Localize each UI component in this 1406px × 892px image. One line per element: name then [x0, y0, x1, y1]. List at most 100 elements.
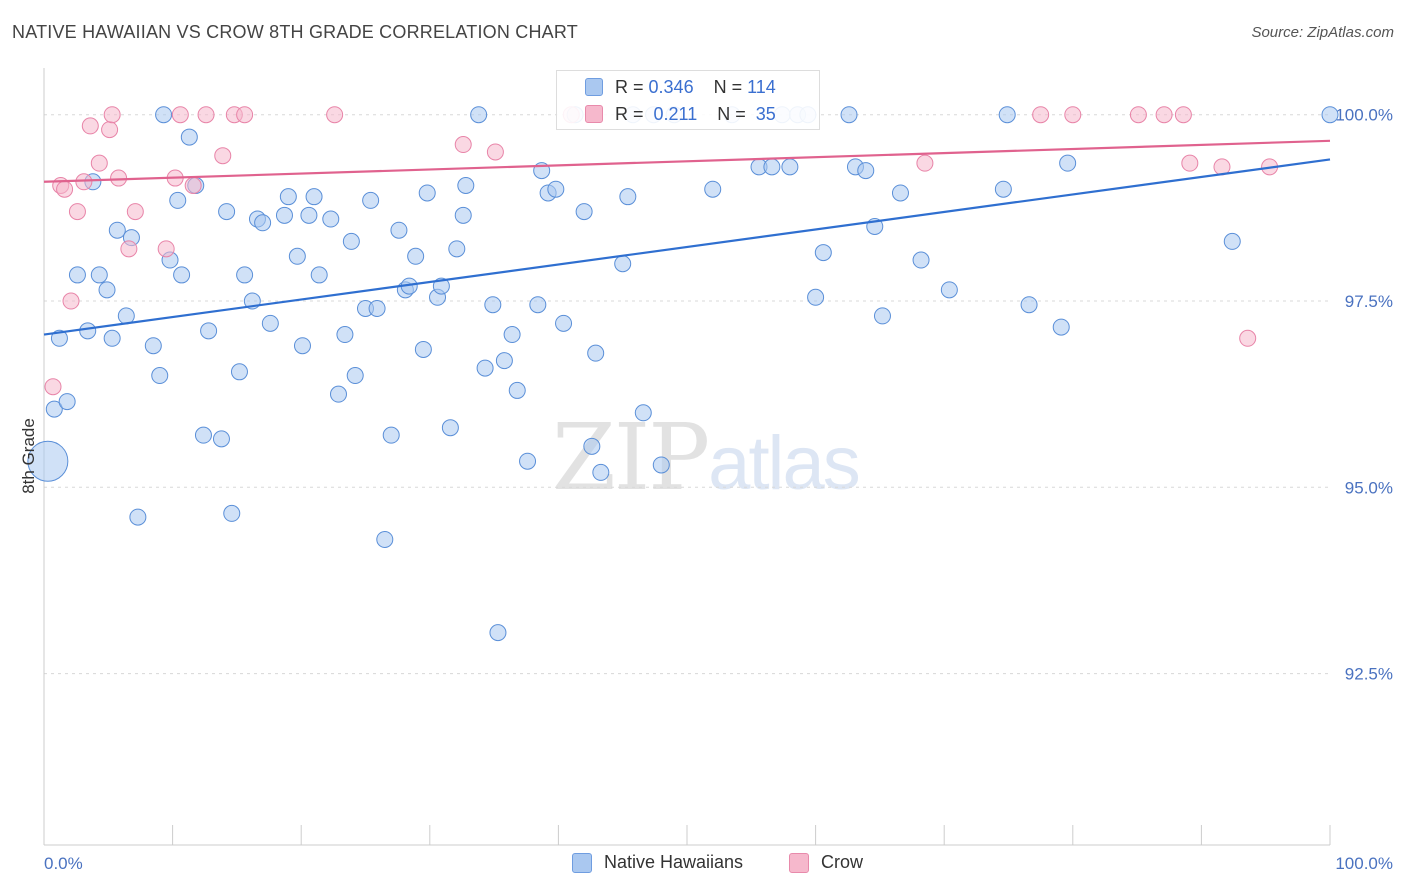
axes	[43, 68, 1331, 846]
native-hawaiians-point	[1020, 296, 1038, 314]
y-tick-label: 92.5%	[1345, 665, 1393, 684]
native-hawaiians-point	[592, 463, 610, 481]
legend-swatch-crow	[585, 105, 603, 123]
native-hawaiians-point	[441, 419, 459, 437]
native-hawaiians-point	[90, 266, 108, 284]
native-hawaiians-point	[454, 206, 472, 224]
crow-point	[62, 292, 80, 310]
legend-label-native-hawaiians: Native Hawaiians	[604, 852, 744, 872]
native-hawaiians-point	[418, 184, 436, 202]
legend-row-native-hawaiians: R = 0.346 N = 114	[557, 74, 776, 100]
crow-point	[90, 154, 108, 172]
native-hawaiians-point	[173, 266, 191, 284]
crow-point	[1129, 106, 1147, 124]
native-hawaiians-point	[1052, 318, 1070, 336]
native-hawaiians-point	[50, 329, 68, 347]
native-hawaiians-point	[763, 158, 781, 176]
native-hawaiians-point	[279, 188, 297, 206]
native-hawaiians-trend-line	[43, 158, 1331, 336]
native-hawaiians-point	[1059, 154, 1077, 172]
legend-n-label: N =	[717, 103, 746, 124]
legend-label-crow: Crow	[821, 852, 864, 872]
crow-point	[171, 106, 189, 124]
native-hawaiians-point	[129, 508, 147, 526]
legend-swatch-native-hawaiians	[585, 78, 603, 96]
native-hawaiians-point	[432, 277, 450, 295]
y-axis-label: 8th Grade	[19, 418, 38, 494]
native-hawaiians-point	[151, 367, 169, 385]
native-hawaiians-point	[1223, 232, 1241, 250]
native-hawaiians-point	[336, 326, 354, 344]
native-hawaiians-point	[994, 180, 1012, 198]
crow-point	[214, 147, 232, 165]
native-hawaiians-point	[218, 203, 236, 221]
native-hawaiians-point	[230, 363, 248, 381]
native-hawaiians-point	[288, 247, 306, 265]
native-hawaiians-point	[814, 244, 832, 262]
crow-point	[1239, 329, 1257, 347]
native-hawaiians-point	[293, 337, 311, 355]
native-hawaiians-point	[503, 326, 521, 344]
watermark-zip: ZIP	[552, 404, 710, 511]
native-hawaiians-point	[310, 266, 328, 284]
native-hawaiians-point	[457, 177, 475, 195]
native-hawaiians-point	[305, 188, 323, 206]
legend-row-crow: R = 0.211 N = 35	[557, 101, 776, 127]
native-hawaiians-point	[583, 437, 601, 455]
crow-point	[184, 177, 202, 195]
crow-point	[110, 169, 128, 187]
crow-point	[1032, 106, 1050, 124]
native-hawaiians-point	[382, 426, 400, 444]
native-hawaiians-point	[98, 281, 116, 299]
native-hawaiians-point	[261, 314, 279, 332]
native-hawaiians-point	[200, 322, 218, 340]
x-tick-label-max: 100.0%	[1335, 854, 1393, 873]
native-hawaiians-point	[236, 266, 254, 284]
legend-swatch-crow	[789, 852, 809, 873]
native-hawaiians-point	[529, 296, 547, 314]
legend-n-label: N =	[713, 76, 743, 97]
native-hawaiians-point	[519, 452, 537, 470]
native-hawaiians-point	[390, 221, 408, 239]
legend-r-value: 0.211	[653, 103, 698, 124]
legend-item-native-hawaiians: Native Hawaiians	[572, 852, 743, 873]
trend-lines	[43, 139, 1331, 336]
legend-swatch-native-hawaiians	[572, 852, 592, 873]
native-hawaiians-point	[555, 314, 573, 332]
native-hawaiians-point	[470, 106, 488, 124]
native-hawaiians-point	[414, 340, 432, 358]
legend-r-label: R =	[615, 76, 644, 97]
native-hawaiians-point	[362, 191, 380, 209]
native-hawaiians-point	[407, 247, 425, 265]
native-hawaiians-point	[58, 393, 76, 411]
series-crow-points	[44, 106, 1279, 396]
watermark: ZIPatlas	[552, 404, 861, 511]
grid-lines	[44, 114, 1330, 675]
y-tick-label: 97.5%	[1345, 292, 1393, 311]
native-hawaiians-point	[1321, 106, 1339, 124]
crow-point	[197, 106, 215, 124]
native-hawaiians-point	[155, 106, 173, 124]
crow-trend-line	[43, 139, 1331, 183]
native-hawaiians-point	[322, 210, 340, 228]
native-hawaiians-point	[27, 440, 69, 482]
native-hawaiians-point	[329, 385, 347, 403]
legend-n-value: 35	[755, 103, 776, 124]
legend-r-label: R =	[615, 103, 644, 124]
native-hawaiians-point	[587, 344, 605, 362]
native-hawaiians-point	[547, 180, 565, 198]
crow-point	[236, 106, 254, 124]
series-native-hawaiians-points	[27, 106, 1339, 642]
native-hawaiians-point	[998, 106, 1016, 124]
native-hawaiians-point	[619, 188, 637, 206]
native-hawaiians-point	[68, 266, 86, 284]
chart-source: Source: ZipAtlas.com	[1251, 24, 1394, 41]
native-hawaiians-point	[275, 206, 293, 224]
native-hawaiians-point	[484, 296, 502, 314]
native-hawaiians-point	[79, 322, 97, 340]
native-hawaiians-point	[807, 288, 825, 306]
native-hawaiians-point	[634, 404, 652, 422]
stats-legend: R = 0.346 N = 114 R = 0.211 N = 35	[556, 70, 820, 130]
native-hawaiians-point	[212, 430, 230, 448]
native-hawaiians-point	[652, 456, 670, 474]
